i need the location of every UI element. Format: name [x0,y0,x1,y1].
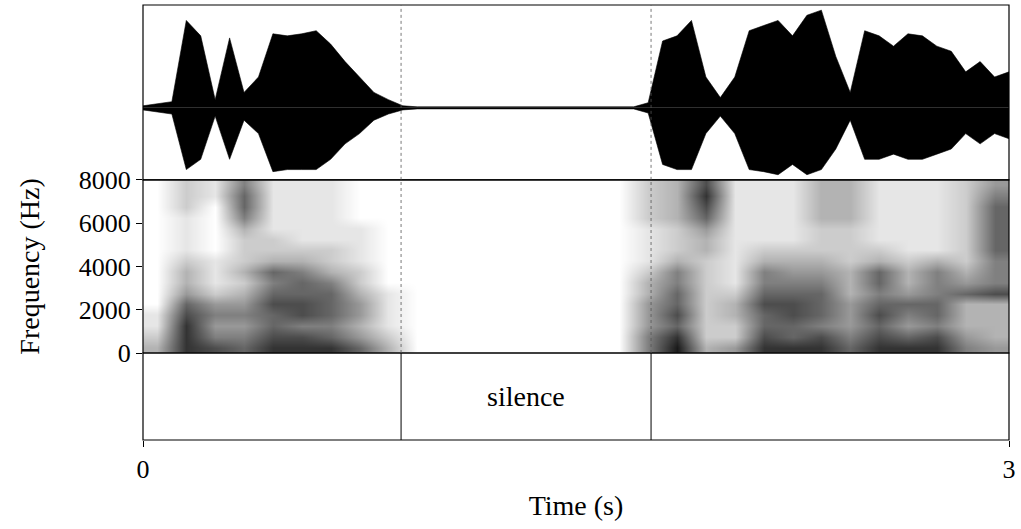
svg-text:3: 3 [1003,455,1016,484]
svg-text:0: 0 [118,339,131,368]
svg-text:silence: silence [487,381,565,412]
svg-text:2000: 2000 [79,296,131,325]
svg-text:8000: 8000 [79,166,131,195]
svg-text:0: 0 [137,455,150,484]
svg-text:4000: 4000 [79,253,131,282]
svg-text:Time (s): Time (s) [529,490,624,521]
svg-text:6000: 6000 [79,209,131,238]
svg-text:Frequency (Hz): Frequency (Hz) [14,178,45,354]
